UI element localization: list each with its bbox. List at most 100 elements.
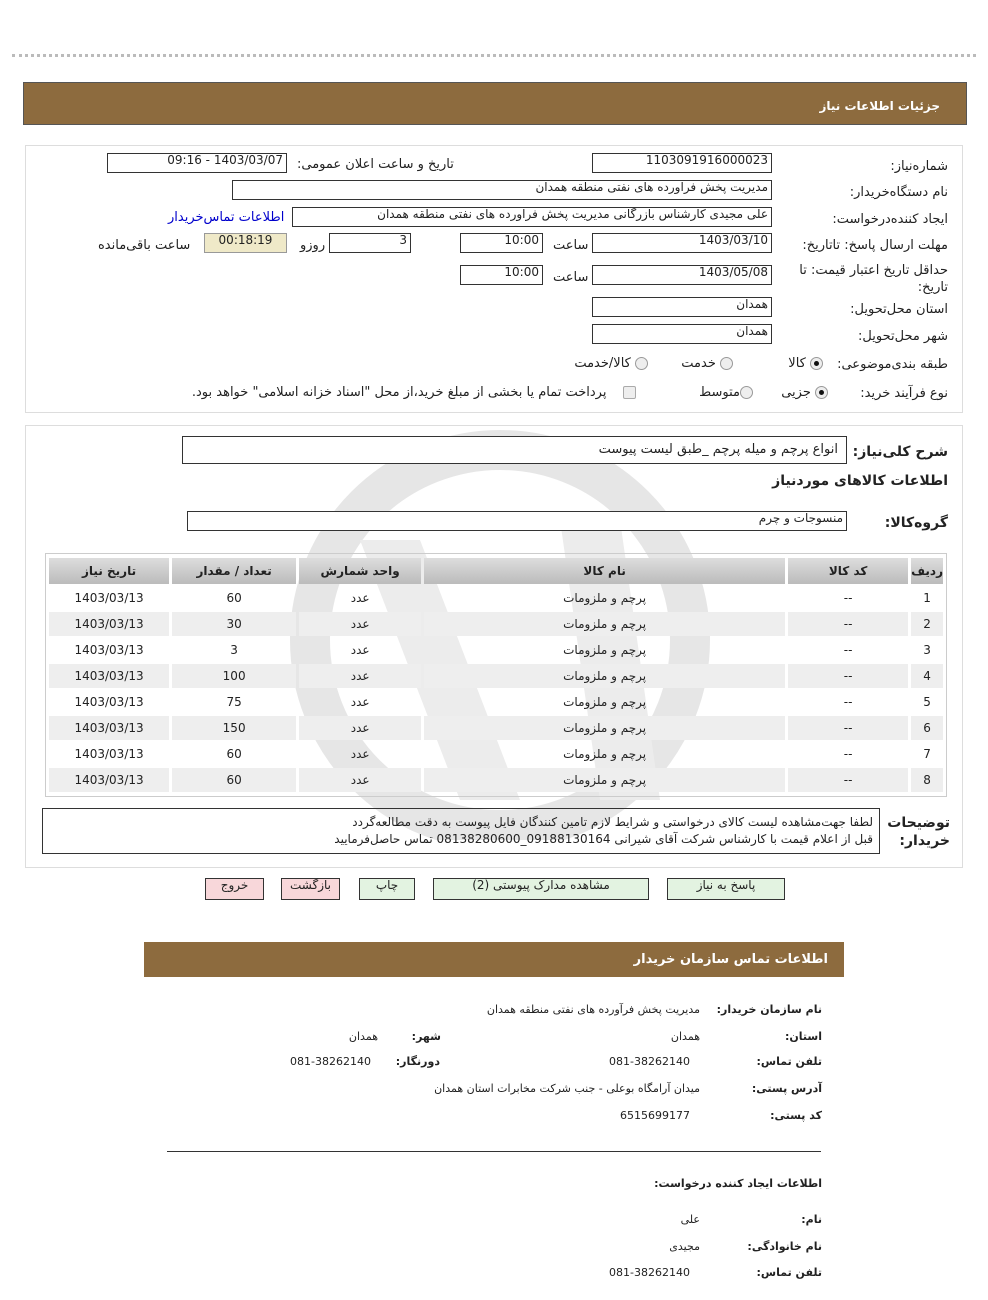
item-name-cell: پرچم و ملزومات: [424, 664, 786, 688]
item-name-cell: پرچم و ملزومات: [563, 591, 647, 605]
table-row: 4 -- پرچم و ملزومات عدد 100 1403/03/13: [49, 664, 943, 688]
need-number-label: شماره‌نیاز:: [890, 159, 948, 174]
row-number-cell: 2: [911, 612, 943, 636]
postal-label: کد پستی:: [770, 1109, 822, 1122]
need-date-cell: 1403/03/13: [74, 643, 144, 657]
unit-cell: عدد: [299, 716, 422, 740]
goods-title: اطلاعات کالاهای مورد‌نیاز: [772, 473, 948, 489]
group-label: گروه‌کالا:: [884, 515, 948, 531]
item-code-cell: --: [843, 695, 853, 709]
deadline-label: مهلت ارسال پاسخ: تاتاریخ:: [802, 238, 948, 253]
need-date-cell: 1403/03/13: [74, 747, 144, 761]
creator-field[interactable]: علی مجیدی کارشناس بازرگانی مدیریت پخش فر…: [292, 207, 772, 227]
unit-cell: عدد: [350, 591, 370, 605]
category-label: طبقه بندی‌موضوعی:: [837, 357, 948, 372]
address-value: میدان آرامگاه بوعلی - جنب شرکت مخابرات ا…: [434, 1082, 700, 1095]
province-value: همدان: [670, 1030, 700, 1043]
needs-panel: [25, 425, 963, 868]
col-header-date: تاریخ نیاز: [49, 558, 170, 584]
announce-field[interactable]: 1403/03/07 - 09:16: [107, 153, 287, 173]
radio-jozi[interactable]: جزیی: [781, 385, 828, 400]
reply-button[interactable]: پاسخ به نیاز: [667, 878, 785, 900]
remaining-label: ساعت باقی‌مانده: [98, 238, 191, 253]
unit-cell: عدد: [350, 643, 370, 657]
days-field[interactable]: 3: [329, 233, 411, 253]
creator-label: ایجاد کننده‌درخواست:: [832, 212, 948, 227]
phone-label: تلفن تماس:: [756, 1055, 822, 1068]
need-date-cell: 1403/03/13: [74, 591, 144, 605]
exit-button[interactable]: خروج: [205, 878, 264, 900]
province-label: استان:: [785, 1030, 822, 1043]
table-row: 6 -- پرچم و ملزومات عدد 150 1403/03/13: [49, 716, 943, 740]
notes-line: قبل از اعلام قیمت با کارشناس شرکت آقای ش…: [334, 832, 873, 846]
buyer-contact-link[interactable]: اطلاعات تماس‌خریدار: [168, 210, 285, 225]
quantity-cell: 60: [172, 768, 297, 792]
col-header-code: کد کالا: [788, 558, 909, 584]
radio-icon[interactable]: [740, 386, 753, 399]
unit-cell: عدد: [299, 612, 422, 636]
radio-icon[interactable]: [815, 386, 828, 399]
print-button[interactable]: چاپ: [359, 878, 415, 900]
radio-motevaset[interactable]: متوسط: [699, 385, 753, 400]
creator-title: اطلاعات ایجاد کننده درخواست:: [654, 1177, 822, 1190]
quantity-cell: 60: [226, 591, 242, 605]
process-label: نوع فرآیند خرید:: [860, 386, 948, 401]
radio-kala-khedmat[interactable]: کالا/خدمت: [574, 356, 648, 371]
item-name-cell: پرچم و ملزومات: [424, 768, 786, 792]
radio-label: جزیی: [781, 385, 811, 400]
radio-label: کالا: [788, 356, 806, 371]
buyer-org-label: نام دستگاه‌خریدار:: [849, 185, 948, 200]
radio-label: خدمت: [681, 356, 716, 371]
row-number-cell: 8: [911, 768, 943, 792]
validity-time-field[interactable]: 10:00: [460, 265, 543, 285]
attachments-button[interactable]: مشاهده مدارک پیوستی (2): [433, 878, 649, 900]
row-number-cell: 6: [911, 716, 943, 740]
buyer-org-field[interactable]: مدیریت پخش فراورده های نفتی منطقه همدان: [232, 180, 772, 200]
unit-cell: عدد: [350, 747, 370, 761]
quantity-cell: 75: [226, 695, 242, 709]
quantity-cell: 60: [226, 747, 242, 761]
item-code-cell: --: [843, 591, 853, 605]
treasury-checkbox[interactable]: پرداخت تمام یا بخشی از مبلغ خرید،از محل …: [192, 385, 636, 400]
checkbox-icon[interactable]: [623, 386, 636, 399]
creator-phone-label: تلفن تماس:: [756, 1266, 822, 1279]
unit-cell: عدد: [299, 664, 422, 688]
name-label: نام:: [801, 1213, 822, 1226]
item-name-cell: پرچم و ملزومات: [424, 612, 786, 636]
city-field[interactable]: همدان: [592, 324, 772, 344]
deadline-time-field[interactable]: 10:00: [460, 233, 543, 253]
quantity-cell: 30: [172, 612, 297, 636]
city-label: شهر:: [411, 1030, 441, 1043]
quantity-cell: 3: [230, 643, 238, 657]
table-row: 1 -- پرچم و ملزومات عدد 60 1403/03/13: [49, 586, 943, 610]
page-header: جزئیات اطلاعات نیاز: [23, 82, 967, 125]
org-label: نام سازمان خریدار:: [716, 1003, 822, 1016]
summary-label: شرح کلی‌نیاز:: [852, 444, 948, 460]
radio-icon[interactable]: [810, 357, 823, 370]
province-field[interactable]: همدان: [592, 297, 772, 317]
radio-khedmat[interactable]: خدمت: [681, 356, 733, 371]
group-field[interactable]: منسوجات و چرم: [187, 511, 847, 531]
radio-kala[interactable]: کالا: [788, 356, 823, 371]
validity-time-label: ساعت: [553, 270, 589, 285]
radio-icon[interactable]: [720, 357, 733, 370]
quantity-cell: 150: [172, 716, 297, 740]
payment-note: پرداخت تمام یا بخشی از مبلغ خرید،از محل …: [191, 385, 607, 400]
item-name-cell: پرچم و ملزومات: [563, 643, 647, 657]
contact-header: اطلاعات تماس سازمان خریدار: [144, 942, 844, 977]
table-row: 8 -- پرچم و ملزومات عدد 60 1403/03/13: [49, 768, 943, 792]
radio-icon[interactable]: [635, 357, 648, 370]
item-name-cell: پرچم و ملزومات: [563, 695, 647, 709]
need-number-field[interactable]: 1103091916000023: [592, 153, 772, 173]
item-code-cell: --: [788, 716, 909, 740]
col-header-name: نام کالا: [424, 558, 786, 584]
goods-table: ردیف کد کالا نام کالا واحد شمارش تعداد /…: [45, 553, 947, 797]
item-name-cell: پرچم و ملزومات: [424, 716, 786, 740]
phone-value: 081-38262140: [609, 1055, 690, 1068]
need-date-cell: 1403/03/13: [49, 716, 170, 740]
notes-line: لطفا جهت‌مشاهده لیست کالای درخواستی و شر…: [352, 815, 873, 829]
deadline-date-field[interactable]: 1403/03/10: [592, 233, 772, 253]
back-button[interactable]: بازگشت: [281, 878, 340, 900]
summary-field[interactable]: انواع پرچم و میله پرچم _طبق لیست پیوست: [182, 436, 847, 464]
validity-date-field[interactable]: 1403/05/08: [592, 265, 772, 285]
